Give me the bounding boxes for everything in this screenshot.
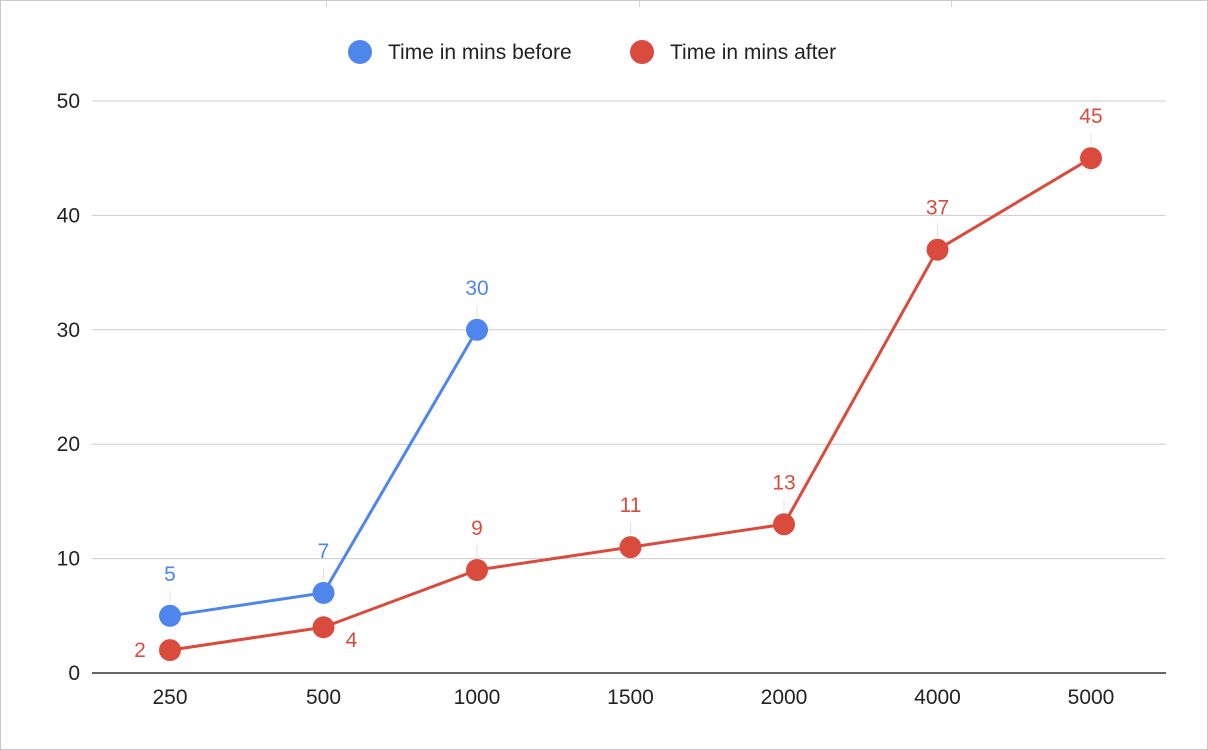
data-label: 11 xyxy=(620,494,642,517)
legend-item: Time in mins after xyxy=(630,40,836,64)
data-point xyxy=(466,318,488,341)
data-label: 5 xyxy=(164,563,176,586)
series-0: 5 7 30 xyxy=(159,277,489,627)
x-tick-label: 1000 xyxy=(454,686,501,709)
x-tick-label: 4000 xyxy=(914,686,961,709)
x-tick-label: 500 xyxy=(306,686,341,709)
data-label: 9 xyxy=(471,517,483,540)
data-point xyxy=(926,238,949,261)
data-point xyxy=(619,536,642,559)
legend-marker xyxy=(348,40,372,64)
data-point xyxy=(1080,147,1102,170)
sheet-gridline xyxy=(326,1,327,7)
legend-label: Time in mins before xyxy=(388,41,572,64)
gridlines xyxy=(92,100,1166,560)
data-label: 2 xyxy=(134,639,146,662)
data-label: 7 xyxy=(318,540,330,563)
data-point xyxy=(466,559,488,582)
series-layer: 5 7 30 2 4 9 11 13 37 45 xyxy=(134,105,1103,662)
data-point xyxy=(312,581,335,604)
data-point xyxy=(312,616,335,639)
y-tick-label: 30 xyxy=(57,319,80,342)
x-tick-label: 2000 xyxy=(761,686,808,709)
y-tick-label: 40 xyxy=(57,204,80,227)
x-tick-label: 1500 xyxy=(607,686,654,709)
data-label: 37 xyxy=(926,197,949,220)
legend-marker xyxy=(630,40,654,64)
data-label: 4 xyxy=(346,629,358,652)
series-line xyxy=(169,156,1092,652)
legend-label: Time in mins after xyxy=(670,41,836,64)
x-axis-tick-labels: 250 500 1000 1500 2000 4000 5000 xyxy=(152,686,1114,709)
sheet-gridline xyxy=(639,1,640,7)
sheet-gridline xyxy=(951,1,952,7)
series-1: 2 4 9 11 13 37 45 xyxy=(134,105,1103,662)
legend: Time in mins before Time in mins after xyxy=(348,40,836,64)
y-tick-label: 10 xyxy=(57,548,80,571)
x-tick-label: 250 xyxy=(152,686,187,709)
data-label: 45 xyxy=(1079,105,1102,128)
data-point xyxy=(159,639,181,662)
y-tick-label: 50 xyxy=(57,90,80,113)
y-tick-label: 20 xyxy=(57,433,80,456)
y-tick-label: 0 xyxy=(68,662,80,685)
legend-item: Time in mins before xyxy=(348,40,572,64)
data-point xyxy=(773,513,795,536)
data-point xyxy=(159,604,181,627)
x-tick-label: 5000 xyxy=(1068,686,1115,709)
y-axis-tick-labels: 0 10 20 30 40 50 xyxy=(57,90,80,685)
data-label: 30 xyxy=(465,277,488,300)
data-label: 13 xyxy=(772,471,795,494)
